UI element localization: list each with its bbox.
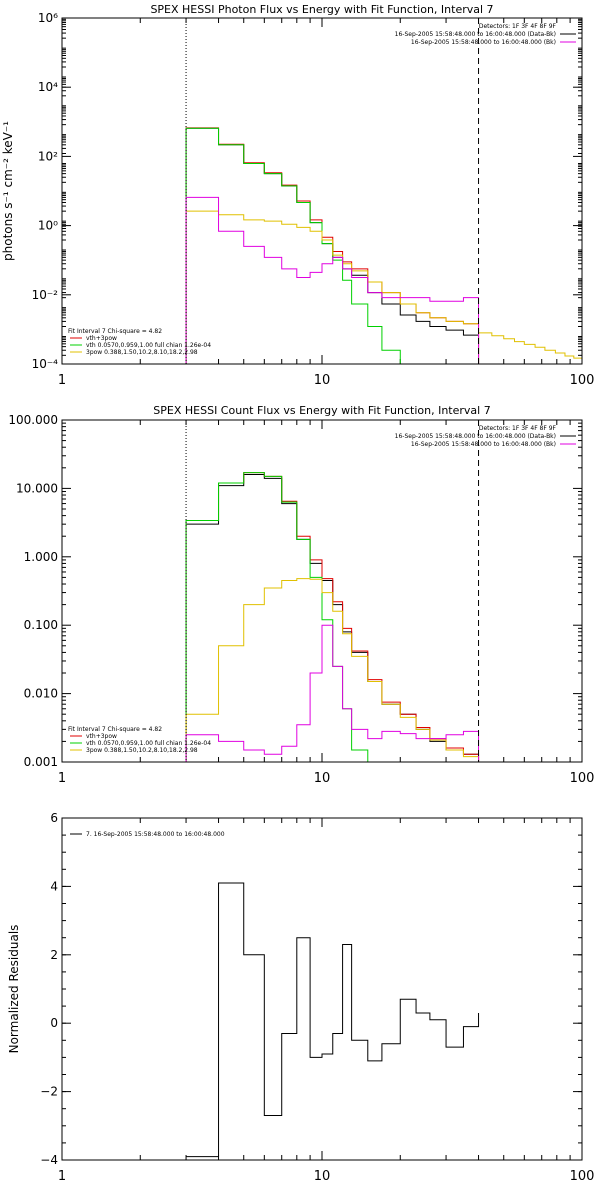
x-tick-label: 10 [314, 373, 331, 388]
y-tick-label: −2 [40, 1085, 58, 1099]
x-tick-label: 1 [58, 771, 66, 786]
y-tick-label: 0.100 [24, 618, 58, 632]
legend-bottom: Fit Interval 7 Chi-square = 4.82vth+3pow… [68, 328, 211, 356]
y-tick-label: 10⁻² [32, 288, 59, 302]
y-axis-label: photons s⁻¹ cm⁻² keV⁻¹ [1, 121, 15, 261]
y-tick-label: 4 [50, 879, 58, 893]
x-axis-ticks: 1 10 100 [58, 420, 595, 786]
x-tick-label: 10 [314, 771, 331, 786]
x-tick-label: 1 [58, 1169, 66, 1184]
legend-entry: vth+3pow [86, 335, 117, 342]
plot-frame [61, 17, 583, 365]
x-tick-label: 1 [58, 373, 66, 388]
series-pow-tail-line [478, 332, 582, 359]
plot-frame [61, 817, 583, 1161]
y-tick-label: 10⁻⁴ [32, 357, 59, 371]
legend-entry: 3pow 0.388,1.50,10.2,8.10,18.2,2.98 [86, 349, 198, 356]
series-data-line [186, 882, 480, 1158]
legend-entry: 3pow 0.388,1.50,10.2,8.10,18.2,2.98 [86, 747, 198, 754]
plot-area [185, 127, 582, 364]
x-axis-ticks: 1 10 100 [58, 818, 595, 1184]
y-tick-label: 2 [50, 948, 58, 962]
plot-frame [61, 419, 583, 763]
y-tick-label: 1.000 [24, 550, 58, 564]
series-data-line [185, 473, 480, 762]
y-axis-ticks: 10⁻⁴ 10⁻² 10⁰ 10² 10⁴ 10⁶ [32, 11, 582, 371]
legend-entry: 16-Sep-2005 15:58:48.000 to 16:00:48.000… [411, 441, 556, 448]
series-vth-line [185, 472, 369, 762]
y-tick-label: 10⁰ [38, 219, 58, 233]
chart-panel-2: SPEX HESSI Count Flux vs Energy with Fit… [8, 404, 594, 786]
y-axis-label: Normalized Residuals [7, 925, 21, 1054]
legend-entry: Detectors: 1F 3F 4F 8F 9F [479, 23, 557, 30]
plot-area [185, 472, 480, 762]
y-axis-ticks: −4 −2 0 2 4 6 [40, 811, 582, 1167]
series-bk-line [185, 196, 480, 364]
series-pow-line [185, 210, 480, 364]
x-tick-label: 10 [314, 1169, 331, 1184]
legend-entry: Detectors: 1F 3F 4F 8F 9F [479, 425, 557, 432]
y-tick-label: 0.001 [24, 755, 58, 769]
legend-entry: Fit Interval 7 Chi-square = 4.82 [68, 726, 162, 733]
y-tick-label: 0.010 [24, 687, 58, 701]
x-tick-label: 100 [570, 373, 595, 388]
y-tick-label: 6 [50, 811, 58, 825]
y-tick-label: 10⁶ [38, 11, 58, 25]
legend-entry: 7. 16-Sep-2005 15:58:48.000 to 16:00:48.… [86, 831, 225, 838]
y-tick-label: −4 [40, 1153, 58, 1167]
chart-panel-1: SPEX HESSI Photon Flux vs Energy with Fi… [1, 3, 594, 388]
series-vth-line [185, 127, 401, 364]
legend-entry: vth+3pow [86, 733, 117, 740]
legend-entry: 16-Sep-2005 15:58:48.000 to 16:00:48.000… [411, 39, 556, 46]
chart-title: SPEX HESSI Photon Flux vs Energy with Fi… [150, 3, 493, 16]
series-pow-line [185, 578, 480, 762]
y-tick-label: 0 [50, 1016, 58, 1030]
legend-entry: 16-Sep-2005 15:58:48.000 to 16:00:48.000… [395, 31, 556, 38]
plot-area [186, 882, 480, 1158]
y-tick-label: 10⁴ [38, 80, 58, 94]
series-total-line [185, 472, 480, 762]
y-axis-ticks: 0.001 0.010 0.100 1.000 10.000 100.000 [8, 413, 582, 769]
legend-entry: 16-Sep-2005 15:58:48.000 to 16:00:48.000… [395, 433, 556, 440]
x-tick-label: 100 [570, 1169, 595, 1184]
legend-entry: vth 0.0570,0.959,1.00 full chian 1.26e-0… [86, 342, 211, 349]
x-tick-label: 100 [570, 771, 595, 786]
y-tick-label: 100.000 [8, 413, 58, 427]
y-tick-label: 10² [38, 149, 58, 163]
chart-title: SPEX HESSI Count Flux vs Energy with Fit… [153, 404, 490, 417]
legend-top: 7. 16-Sep-2005 15:58:48.000 to 16:00:48.… [70, 831, 225, 838]
legend-entry: Fit Interval 7 Chi-square = 4.82 [68, 328, 162, 335]
legend-bottom: Fit Interval 7 Chi-square = 4.82vth+3pow… [68, 726, 211, 754]
y-tick-label: 10.000 [16, 481, 58, 495]
chart-panel-3: Normalized Residuals 1 10 100 −4 −2 0 2 4 6 7. 16-… [7, 811, 594, 1184]
series-bk-line [185, 624, 480, 762]
legend-entry: vth 0.0570,0.959,1.00 full chian 1.26e-0… [86, 740, 211, 747]
